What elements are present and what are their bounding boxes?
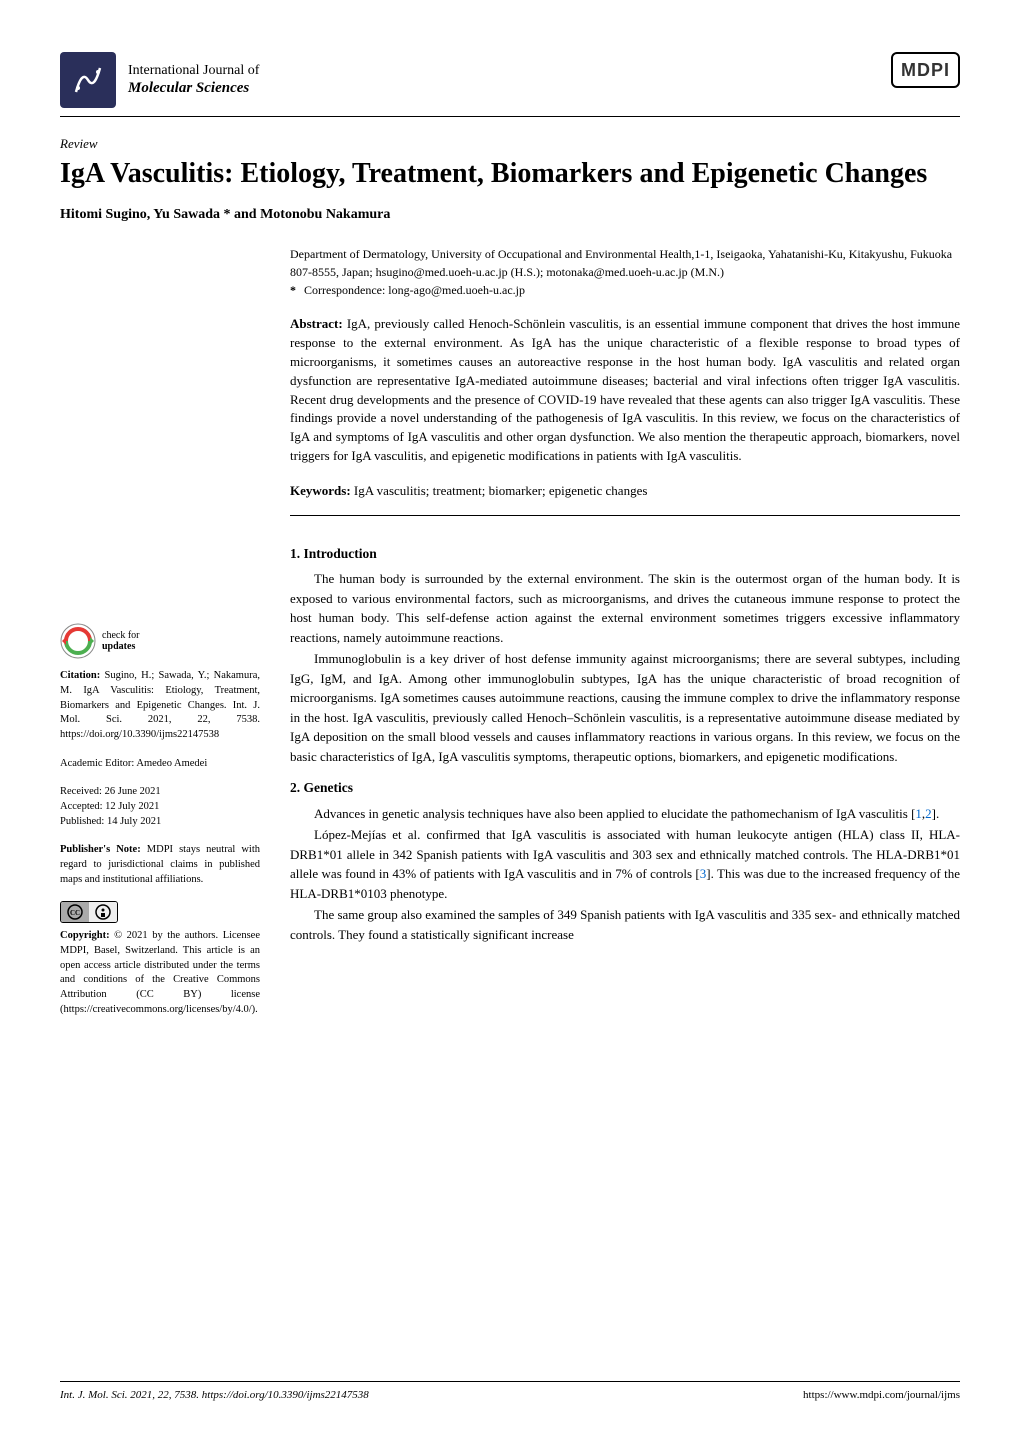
journal-logo-icon [60, 52, 116, 108]
affiliation-block: Department of Dermatology, University of… [290, 245, 960, 299]
publishers-note-block: Publisher's Note: MDPI stays neutral wit… [60, 843, 260, 887]
citation-label: Citation: [60, 670, 100, 681]
copyright-text: © 2021 by the authors. Licensee MDPI, Ba… [60, 930, 260, 1014]
section-2-para-3: The same group also examined the samples… [290, 905, 960, 944]
publishers-note-label: Publisher's Note: [60, 844, 141, 855]
authors: Hitomi Sugino, Yu Sawada * and Motonobu … [60, 205, 960, 225]
divider [290, 515, 960, 516]
by-icon [89, 902, 117, 922]
publisher-logo: MDPI [891, 52, 960, 88]
check-updates-icon [60, 623, 96, 659]
dates-block: Received: 26 June 2021 Accepted: 12 July… [60, 785, 260, 829]
section-1-para-1: The human body is surrounded by the exte… [290, 569, 960, 647]
copyright-label: Copyright: [60, 930, 110, 941]
abstract-text: IgA, previously called Henoch-Schönlein … [290, 316, 960, 463]
section-2-heading: 2. Genetics [290, 778, 960, 798]
keywords-label: Keywords: [290, 483, 351, 498]
citation-block: Citation: Sugino, H.; Sawada, Y.; Nakamu… [60, 669, 260, 742]
svg-text:CC: CC [70, 909, 80, 917]
section-1-para-2: Immunoglobulin is a key driver of host d… [290, 649, 960, 766]
check-updates-line1: check for [102, 630, 139, 641]
footer-url: https://www.mdpi.com/journal/ijms [803, 1388, 960, 1404]
main-column: Department of Dermatology, University of… [290, 245, 960, 1031]
abstract-label: Abstract: [290, 316, 343, 331]
correspondence-text: Correspondence: long-ago@med.uoeh-u.ac.j… [304, 281, 525, 299]
keywords-text: IgA vasculitis; treatment; biomarker; ep… [354, 483, 647, 498]
editor-line: Academic Editor: Amedeo Amedei [60, 757, 260, 772]
published-date: Published: 14 July 2021 [60, 815, 260, 830]
section-1-heading: 1. Introduction [290, 544, 960, 564]
affiliation-text: Department of Dermatology, University of… [290, 245, 960, 281]
cc-icon: CC [61, 902, 89, 922]
cc-by-badge: CC [60, 901, 260, 929]
footer-citation: Int. J. Mol. Sci. 2021, 22, 7538. https:… [60, 1388, 369, 1404]
article-type: Review [60, 135, 960, 154]
journal-name-line1: International Journal of [128, 63, 259, 80]
correspondence-marker: * [290, 281, 304, 299]
journal-brand: International Journal of Molecular Scien… [60, 52, 259, 108]
check-updates-line2: updates [102, 641, 135, 652]
abstract-block: Abstract: IgA, previously called Henoch-… [290, 315, 960, 466]
sidebar: check for updates Citation: Sugino, H.; … [60, 245, 260, 1031]
s2p1-text-b: ]. [932, 806, 940, 821]
keywords-block: Keywords: IgA vasculitis; treatment; bio… [290, 482, 960, 501]
header-bar: International Journal of Molecular Scien… [60, 52, 960, 117]
section-2-para-1: Advances in genetic analysis techniques … [290, 804, 960, 824]
page-footer: Int. J. Mol. Sci. 2021, 22, 7538. https:… [60, 1381, 960, 1404]
check-for-updates-badge[interactable]: check for updates [60, 623, 260, 659]
article-title: IgA Vasculitis: Etiology, Treatment, Bio… [60, 156, 960, 191]
section-2-para-2: López-Mejías et al. confirmed that IgA v… [290, 825, 960, 903]
s2p1-text-a: Advances in genetic analysis techniques … [314, 806, 915, 821]
copyright-block: Copyright: © 2021 by the authors. Licens… [60, 929, 260, 1017]
received-date: Received: 26 June 2021 [60, 785, 260, 800]
journal-name-line2: Molecular Sciences [128, 79, 259, 97]
accepted-date: Accepted: 12 July 2021 [60, 800, 260, 815]
